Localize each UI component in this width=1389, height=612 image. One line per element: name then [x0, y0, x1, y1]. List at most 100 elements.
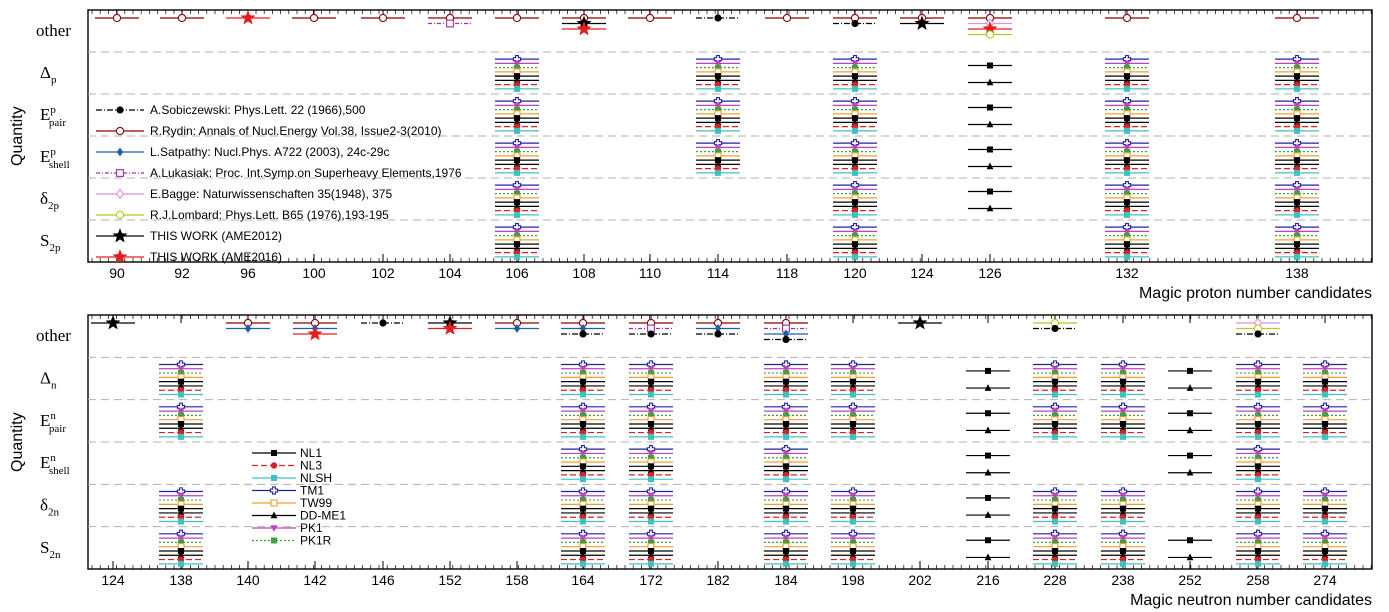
model-marker [648, 560, 654, 567]
model-marker [1051, 365, 1059, 373]
x-tick-label: 120 [843, 265, 867, 281]
model-marker [985, 537, 991, 544]
model-group [831, 402, 875, 440]
model-marker [648, 476, 654, 483]
model-marker [782, 450, 790, 458]
legend-label: THIS WORK (AME2016) [150, 250, 282, 264]
model-marker [1120, 560, 1126, 567]
model-marker [1255, 497, 1261, 504]
model-marker [1321, 381, 1329, 389]
reference-marker [985, 30, 995, 39]
model-marker [1294, 85, 1300, 92]
model-marker [984, 511, 992, 518]
legend-marker [270, 525, 278, 532]
model-group [1275, 222, 1319, 260]
legend-label: R.Rydin: Annals of Nucl.Energy Vol.38, I… [150, 124, 442, 138]
x-tick-label: 124 [910, 265, 934, 281]
legend-label: L.Satpathy: Nucl.Phys. A722 (2003), 24c-… [150, 145, 389, 159]
model-marker [1294, 157, 1300, 164]
model-marker [580, 370, 586, 377]
model-group [1168, 410, 1212, 434]
model-marker [851, 202, 859, 210]
model-marker [1294, 127, 1300, 134]
model-marker [580, 497, 586, 504]
model-marker [1255, 391, 1261, 398]
model-marker [1051, 551, 1059, 559]
model-marker [513, 102, 521, 110]
model-marker [580, 505, 586, 512]
legend-label: TM1 [300, 484, 324, 498]
model-marker [1120, 505, 1126, 512]
model-marker [1051, 408, 1059, 416]
model-marker [852, 148, 858, 155]
model-group [1303, 360, 1347, 398]
model-marker [1294, 148, 1300, 155]
reference-point [1275, 13, 1319, 23]
reference-point [764, 329, 808, 339]
model-marker [1124, 157, 1130, 164]
reference-legend: A.Sobiczewski: Phys.Lett. 22 (1966),500 R… [96, 103, 462, 264]
model-marker [1255, 547, 1261, 554]
model-group [1168, 367, 1212, 391]
model-marker [852, 199, 858, 206]
model-group [629, 487, 673, 525]
model-marker [178, 497, 184, 504]
model-marker [177, 365, 185, 373]
model-marker [849, 535, 857, 543]
legend-marker [271, 537, 277, 544]
model-marker [782, 381, 790, 389]
model-marker [783, 370, 789, 377]
model-marker [1293, 118, 1301, 126]
legend-entry: NLSH [252, 471, 332, 485]
model-marker [1124, 148, 1130, 155]
model-marker [648, 518, 654, 525]
model-marker [715, 106, 721, 113]
model-marker [178, 378, 184, 385]
model-marker [849, 424, 857, 432]
model-marker [1322, 420, 1328, 427]
model-marker [514, 157, 520, 164]
model-group [833, 180, 877, 218]
model-marker [715, 127, 721, 134]
model-marker [850, 560, 856, 567]
x-tick-label: 132 [1115, 265, 1139, 281]
model-group [833, 222, 877, 260]
model-marker [178, 539, 184, 546]
reference-point [293, 326, 337, 341]
model-marker [851, 102, 859, 110]
model-marker [1255, 560, 1261, 567]
model-marker [514, 211, 520, 218]
model-marker [1123, 244, 1131, 252]
model-group [495, 222, 539, 260]
quantity-label: other [36, 326, 71, 345]
model-group [495, 96, 539, 134]
model-marker [1255, 433, 1261, 440]
legend-marker [115, 210, 125, 220]
model-marker [580, 539, 586, 546]
model-marker [178, 412, 184, 419]
model-marker [1322, 433, 1328, 440]
model-marker [986, 78, 994, 86]
reference-point [95, 13, 139, 23]
model-marker [984, 468, 992, 476]
reference-point [428, 320, 472, 335]
model-marker [1255, 463, 1261, 470]
model-marker [1321, 508, 1329, 516]
legend-marker [116, 169, 124, 177]
model-marker [647, 365, 655, 373]
legend-marker [270, 511, 278, 519]
model-marker [782, 424, 790, 432]
model-group [1275, 138, 1319, 176]
model-group [831, 529, 875, 567]
model-marker [852, 106, 858, 113]
model-marker [648, 497, 654, 504]
model-group [764, 444, 808, 483]
model-marker [178, 433, 184, 440]
legend-entry: E.Bagge: Naturwissenschaften 35(1948), 3… [96, 187, 392, 201]
legend-label: NL1 [300, 446, 322, 460]
reference-marker [512, 13, 522, 23]
model-marker [580, 547, 586, 554]
model-marker [647, 424, 655, 432]
model-marker [1123, 202, 1131, 210]
